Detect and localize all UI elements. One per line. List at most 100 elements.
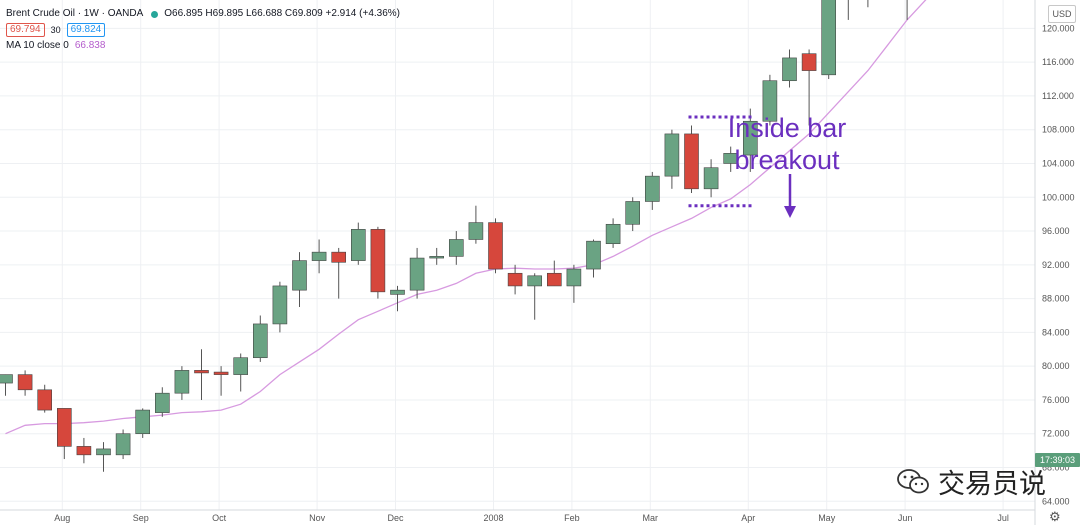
candle-body <box>605 223 621 245</box>
candle-body <box>684 133 699 190</box>
breakout-arrow-head <box>784 206 796 218</box>
y-tick-label: 88.000 <box>1042 294 1070 304</box>
candle <box>448 231 464 265</box>
candle <box>684 125 699 194</box>
y-tick-label: 76.000 <box>1042 395 1070 405</box>
candle <box>0 374 13 396</box>
candle-body <box>429 256 445 259</box>
candle <box>566 264 582 303</box>
candle <box>782 49 797 88</box>
candle-body <box>311 251 327 261</box>
candle <box>253 315 268 362</box>
candle-body <box>742 120 758 156</box>
candle-body <box>96 448 111 456</box>
candle-body <box>586 240 601 270</box>
candle <box>821 0 837 80</box>
candle-body <box>272 285 288 325</box>
symbol-title[interactable]: Brent Crude Oil · 1W · OANDA <box>6 8 144 19</box>
bid-price[interactable]: 69.794 <box>6 23 45 37</box>
candle <box>96 442 111 472</box>
candle-body <box>625 201 641 225</box>
candle <box>507 264 523 295</box>
x-tick-label: Oct <box>212 513 227 523</box>
moving-average-line <box>5 0 927 435</box>
candle <box>174 366 190 400</box>
candle <box>311 239 327 274</box>
ma-label[interactable]: MA 10 close 0 <box>6 40 69 51</box>
currency-label[interactable]: USD <box>1048 5 1076 23</box>
candle-body <box>174 370 190 394</box>
candle-body <box>644 175 660 202</box>
y-tick-label: 108.000 <box>1042 125 1075 135</box>
candle-body <box>253 323 268 359</box>
x-tick-label: May <box>818 513 836 523</box>
candle-body <box>350 229 366 261</box>
candle <box>17 370 33 396</box>
candle-body <box>409 257 425 291</box>
candle <box>906 0 908 20</box>
x-tick-label: Sep <box>133 513 149 523</box>
legend-row-quotes: 69.794 30 69.824 <box>6 22 403 38</box>
ask-price[interactable]: 69.824 <box>66 23 106 37</box>
candles <box>0 0 908 472</box>
wechat-icon <box>897 468 929 493</box>
candle <box>390 285 405 312</box>
y-tick-label: 116.000 <box>1042 57 1074 67</box>
y-tick-label: 120.000 <box>1042 23 1075 33</box>
annotation-text: Inside bar breakout <box>722 112 852 176</box>
candle <box>155 387 170 417</box>
watermark: 交易员说 <box>896 462 1046 501</box>
candle-body <box>115 433 131 456</box>
chart-legend: Brent Crude Oil · 1W · OANDA O66.895 H69… <box>6 6 403 54</box>
annotation-line-2: breakout <box>734 145 840 175</box>
annotation-line-1: Inside bar <box>727 113 847 143</box>
watermark-text: 交易员说 <box>938 469 1046 499</box>
candle <box>115 429 131 460</box>
candle-body <box>56 408 72 447</box>
candle <box>527 273 543 320</box>
candle <box>76 437 92 464</box>
market-status-dot <box>151 10 159 18</box>
candle-body <box>76 446 92 456</box>
candle <box>468 205 484 244</box>
candle <box>213 366 229 396</box>
candle <box>37 384 53 413</box>
x-tick-label: Nov <box>309 513 326 523</box>
candle <box>847 0 849 20</box>
candle <box>292 252 307 308</box>
x-tick-label: 2008 <box>483 513 503 523</box>
legend-row-ma: MA 10 close 0 66.838 <box>6 38 403 54</box>
y-tick-label: 68.000 <box>1042 463 1070 473</box>
candle <box>664 129 680 189</box>
y-tick-label: 84.000 <box>1042 327 1070 337</box>
candle-body <box>468 222 484 240</box>
candle-body <box>527 275 543 287</box>
candle-body <box>821 0 837 76</box>
y-tick-label: 112.000 <box>1042 91 1074 101</box>
candle <box>272 281 288 333</box>
settings-gear-icon[interactable]: ⚙ <box>1049 509 1061 524</box>
candle <box>723 146 739 172</box>
candle <box>488 218 503 274</box>
candle <box>370 226 386 299</box>
x-tick-label: Mar <box>643 513 659 523</box>
candle-body <box>390 289 405 295</box>
candle <box>546 260 562 287</box>
candle <box>233 353 248 392</box>
candle <box>801 49 817 126</box>
ma-polyline <box>5 0 927 435</box>
candle <box>409 247 425 299</box>
candle-body <box>37 389 53 411</box>
candle <box>350 222 366 265</box>
inside-bar-markup <box>688 115 796 218</box>
candle-body <box>488 222 503 270</box>
candle <box>135 408 150 438</box>
candle <box>56 408 72 460</box>
candle <box>644 171 660 210</box>
x-tick-label: Jun <box>898 513 913 523</box>
candle-body <box>507 272 523 287</box>
x-axis-labels: Aug Sep Oct Nov Dec 2008 Feb Mar Apr May Jun Jul <box>54 513 1009 523</box>
candle-body <box>233 357 248 375</box>
candle-body <box>566 268 582 287</box>
